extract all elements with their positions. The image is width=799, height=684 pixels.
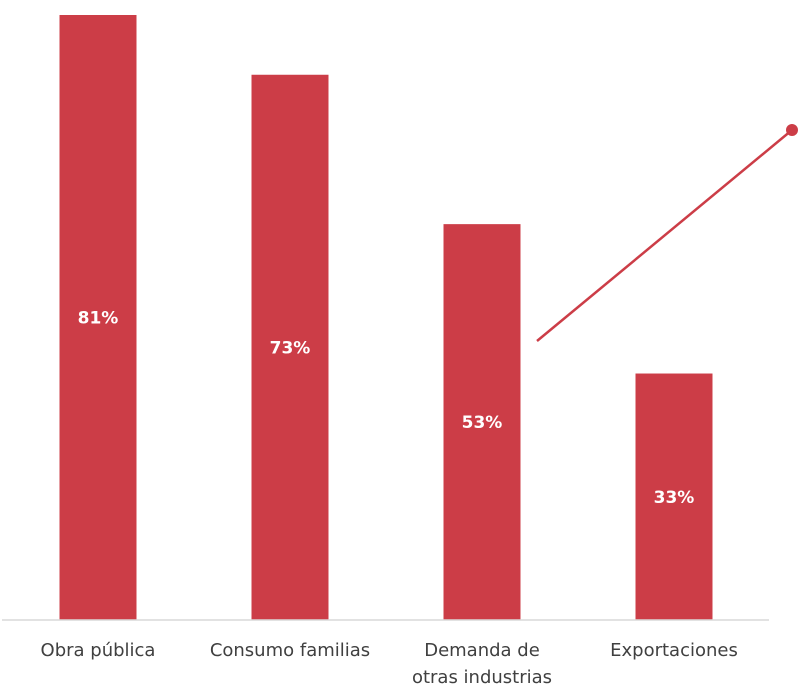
bar-value-label-1: 73% (270, 338, 311, 358)
bar-value-label-2: 53% (462, 413, 503, 433)
bar-3 (635, 373, 713, 620)
callout-dot (786, 124, 798, 136)
bar-1 (251, 74, 329, 620)
category-label-3-line-0: Exportaciones (610, 640, 738, 661)
category-label-1-line-0: Consumo familias (210, 640, 370, 661)
category-label-0-line-0: Obra pública (41, 640, 156, 661)
category-label-2-line-0: Demanda de (424, 640, 540, 661)
bar-0 (59, 15, 137, 620)
value-labels-group: 81% 73% 53% 33% (78, 309, 695, 508)
bars-group (59, 15, 713, 620)
bar-value-label-3: 33% (654, 488, 695, 508)
bar-2 (443, 224, 521, 620)
callout-line (536, 129, 793, 342)
category-label-2-line-1: otras industrias (412, 667, 552, 684)
bar-value-label-0: 81% (78, 309, 119, 329)
callout-annotation (536, 124, 798, 342)
category-tick-labels: Obra pública Consumo familias Demanda de ot… (41, 640, 738, 684)
